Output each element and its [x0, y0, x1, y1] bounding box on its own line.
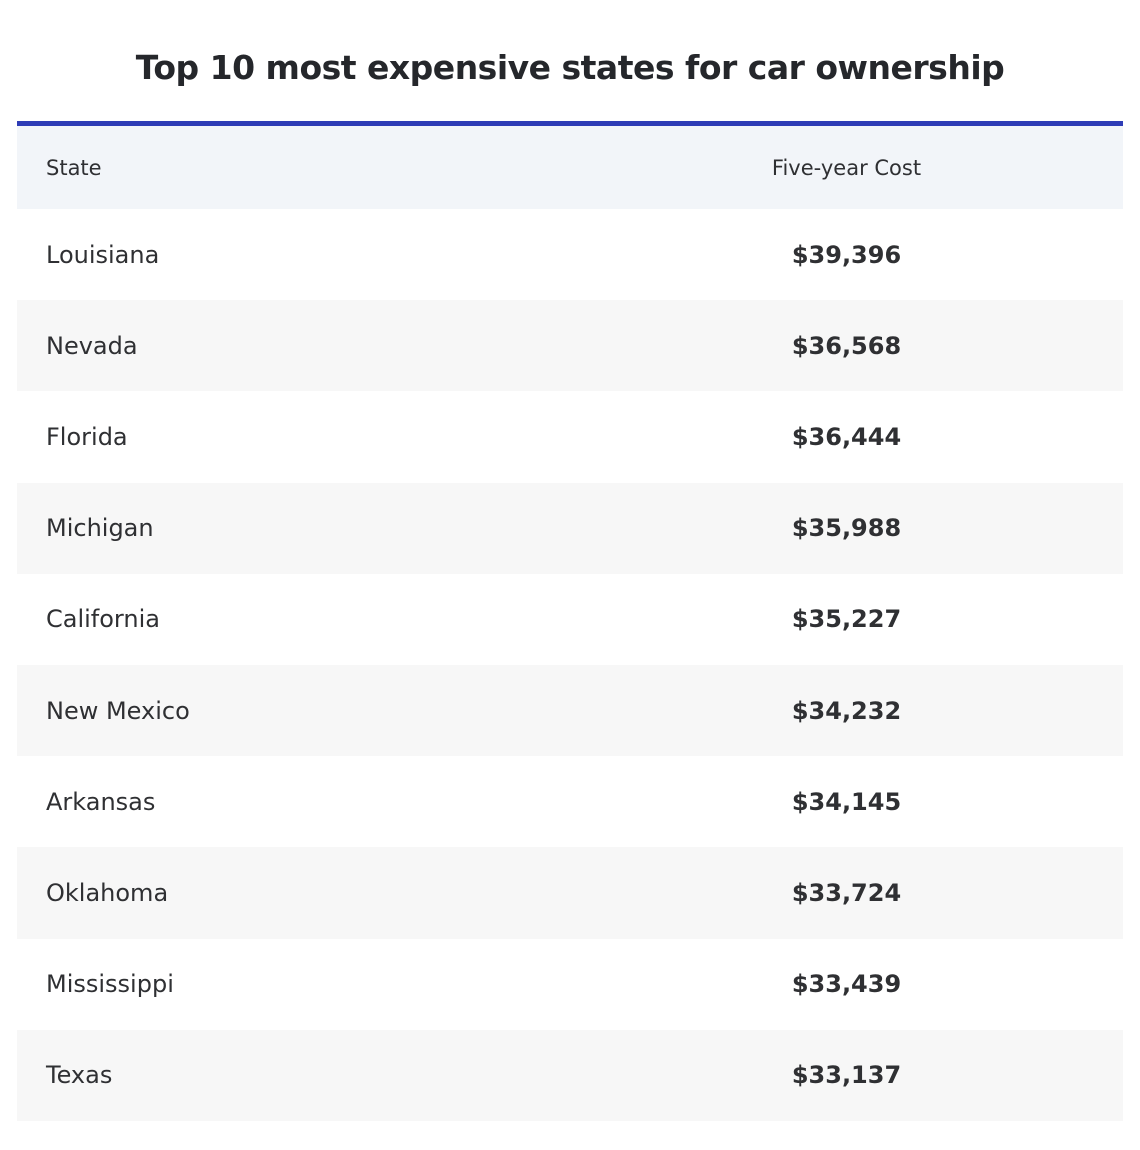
state-cell: Nevada [46, 331, 138, 360]
state-cell: Louisiana [46, 240, 160, 269]
state-cell: Florida [46, 422, 128, 451]
state-cell: Oklahoma [46, 878, 169, 907]
table-row: Nevada $36,568 [17, 300, 1123, 392]
cost-cell: $35,988 [791, 514, 902, 543]
cost-cell: $33,724 [791, 878, 902, 907]
state-cell: Michigan [46, 514, 154, 543]
table-row: Oklahoma $33,724 [17, 847, 1123, 939]
cost-cell: $34,145 [791, 787, 902, 816]
header-state: State [46, 155, 102, 180]
cost-cell: $36,444 [791, 422, 902, 451]
cost-table: State Five-year Cost Louisiana $39,396 Nev… [17, 121, 1123, 1121]
state-cell: Arkansas [46, 787, 156, 816]
table-row: Mississippi $33,439 [17, 939, 1123, 1030]
cost-cell: $34,232 [791, 696, 902, 725]
cost-cell: $33,137 [791, 1061, 902, 1090]
state-cell: New Mexico [46, 696, 190, 725]
table-header-row: State Five-year Cost [17, 126, 1123, 209]
table-row: Florida $36,444 [17, 391, 1123, 482]
cost-cell: $35,227 [791, 605, 902, 634]
header-five-year-cost: Five-year Cost [771, 155, 922, 180]
table-row: Michigan $35,988 [17, 482, 1123, 574]
state-cell: Mississippi [46, 970, 174, 999]
state-cell: Texas [46, 1061, 113, 1090]
cost-cell: $36,568 [791, 331, 902, 360]
cost-cell: $39,396 [791, 240, 902, 269]
cost-cell: $33,439 [791, 970, 902, 999]
table-title: Top 10 most expensive states for car own… [135, 48, 1005, 87]
table-row: New Mexico $34,232 [17, 664, 1123, 757]
state-cell: California [46, 605, 160, 634]
table-row: Arkansas $34,145 [17, 756, 1123, 847]
table-row: Louisiana $39,396 [17, 209, 1123, 300]
table-row: Texas $33,137 [17, 1029, 1123, 1121]
table-row: California $35,227 [17, 574, 1123, 665]
